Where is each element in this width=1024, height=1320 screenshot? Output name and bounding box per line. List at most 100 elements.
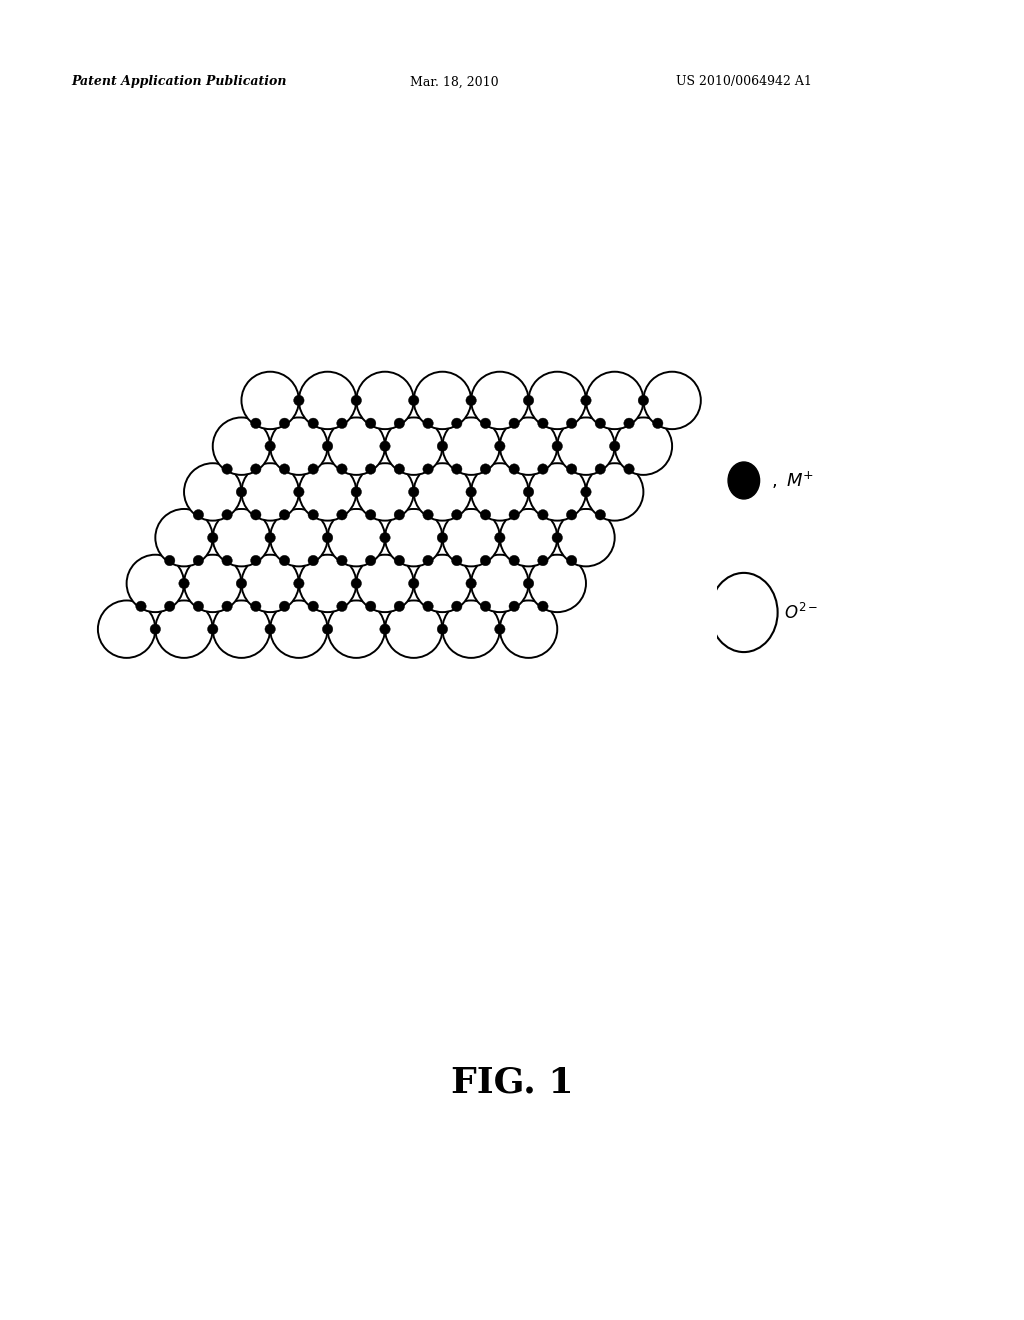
Circle shape (500, 510, 557, 566)
Circle shape (351, 578, 361, 589)
Circle shape (194, 556, 204, 566)
Circle shape (280, 601, 290, 611)
Circle shape (194, 510, 204, 520)
Circle shape (299, 554, 356, 612)
Circle shape (366, 510, 376, 520)
Circle shape (509, 463, 519, 474)
Circle shape (480, 418, 490, 429)
Circle shape (495, 532, 505, 543)
Circle shape (500, 601, 557, 657)
Circle shape (394, 463, 404, 474)
Circle shape (581, 487, 591, 498)
Circle shape (213, 417, 270, 475)
Circle shape (586, 372, 643, 429)
Circle shape (409, 487, 419, 498)
Circle shape (471, 463, 528, 520)
Circle shape (366, 556, 376, 566)
Circle shape (380, 532, 390, 543)
Circle shape (299, 372, 356, 429)
Circle shape (294, 395, 304, 405)
Circle shape (466, 395, 476, 405)
Circle shape (366, 601, 376, 611)
Circle shape (308, 463, 318, 474)
Circle shape (222, 463, 232, 474)
Circle shape (495, 441, 505, 451)
Circle shape (480, 601, 490, 611)
Circle shape (466, 578, 476, 589)
Circle shape (337, 510, 347, 520)
Circle shape (442, 510, 500, 566)
Circle shape (624, 463, 634, 474)
Circle shape (538, 418, 548, 429)
Circle shape (270, 417, 328, 475)
Circle shape (222, 601, 232, 611)
Circle shape (509, 601, 519, 611)
Circle shape (414, 554, 471, 612)
Circle shape (423, 510, 433, 520)
Circle shape (337, 418, 347, 429)
Circle shape (251, 601, 261, 611)
Circle shape (452, 510, 462, 520)
Circle shape (423, 601, 433, 611)
Circle shape (394, 601, 404, 611)
Circle shape (452, 463, 462, 474)
Circle shape (528, 372, 586, 429)
Circle shape (308, 418, 318, 429)
Circle shape (495, 624, 505, 635)
Circle shape (437, 624, 447, 635)
Circle shape (356, 372, 414, 429)
Circle shape (213, 510, 270, 566)
Circle shape (414, 372, 471, 429)
Circle shape (280, 463, 290, 474)
Circle shape (643, 372, 700, 429)
Text: Mar. 18, 2010: Mar. 18, 2010 (410, 75, 499, 88)
Circle shape (538, 463, 548, 474)
Circle shape (595, 463, 605, 474)
Circle shape (179, 578, 189, 589)
Circle shape (480, 463, 490, 474)
Circle shape (251, 463, 261, 474)
Circle shape (366, 463, 376, 474)
Circle shape (528, 554, 586, 612)
Circle shape (595, 510, 605, 520)
Circle shape (251, 556, 261, 566)
Circle shape (265, 624, 275, 635)
Circle shape (242, 372, 299, 429)
Circle shape (394, 556, 404, 566)
Circle shape (308, 556, 318, 566)
Circle shape (222, 556, 232, 566)
Circle shape (165, 556, 175, 566)
Circle shape (538, 510, 548, 520)
Circle shape (270, 601, 328, 657)
Circle shape (328, 417, 385, 475)
Text: $,\ M^{+}$: $,\ M^{+}$ (771, 470, 814, 491)
Circle shape (136, 601, 146, 611)
Circle shape (328, 510, 385, 566)
Circle shape (437, 532, 447, 543)
Circle shape (280, 510, 290, 520)
Circle shape (452, 556, 462, 566)
Circle shape (581, 395, 591, 405)
Circle shape (552, 532, 562, 543)
Circle shape (98, 601, 156, 657)
Circle shape (308, 601, 318, 611)
Circle shape (385, 417, 442, 475)
Circle shape (442, 601, 500, 657)
Circle shape (308, 510, 318, 520)
Circle shape (452, 601, 462, 611)
Circle shape (184, 463, 242, 520)
Circle shape (652, 418, 663, 429)
Circle shape (242, 463, 299, 520)
Circle shape (237, 487, 247, 498)
Circle shape (523, 487, 534, 498)
Circle shape (638, 395, 648, 405)
Circle shape (151, 624, 161, 635)
Circle shape (566, 418, 577, 429)
Circle shape (414, 463, 471, 520)
Text: $O^{2-}$: $O^{2-}$ (784, 602, 819, 623)
Circle shape (728, 462, 760, 499)
Circle shape (452, 418, 462, 429)
Circle shape (609, 441, 620, 451)
Circle shape (480, 556, 490, 566)
Circle shape (156, 510, 213, 566)
